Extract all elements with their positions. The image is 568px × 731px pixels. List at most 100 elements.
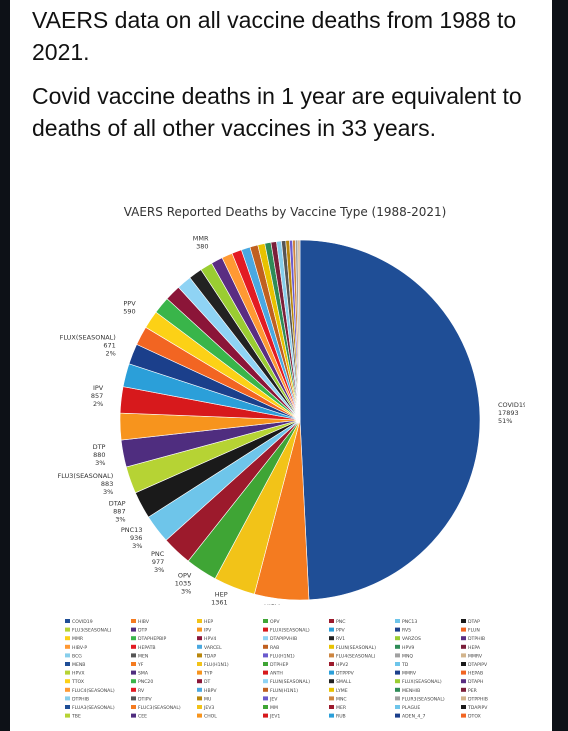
- legend-swatch: [461, 687, 466, 692]
- legend-swatch: [263, 644, 268, 649]
- legend-swatch: [395, 705, 400, 709]
- legend-label: DTP: [138, 628, 147, 634]
- legend-label: HPVX: [72, 671, 85, 677]
- legend-label: RAB: [270, 645, 279, 651]
- legend-swatch: [329, 713, 334, 718]
- legend-swatch: [197, 696, 202, 701]
- legend-label: FLU4(SEASONAL): [336, 653, 376, 659]
- legend-label: HBPV: [204, 688, 217, 694]
- legend-label: PNC: [336, 619, 345, 625]
- legend-swatch: [395, 627, 400, 632]
- legend-swatch: [329, 705, 334, 709]
- legend-swatch: [263, 653, 268, 658]
- legend-label: MM: [270, 705, 278, 711]
- pie-slice-covid19: [299, 239, 481, 601]
- legend-label: RV5: [402, 628, 411, 634]
- legend-label: VARZOS: [402, 636, 421, 642]
- legend-swatch: [131, 696, 136, 701]
- slice-label: FLUX(SEASONAL) 671 2%: [60, 333, 116, 357]
- right-gutter: [552, 0, 568, 731]
- legend-label: FLUC3(SEASONAL): [138, 705, 181, 711]
- slice-label: FLU3(SEASONAL) 883 3%: [57, 472, 113, 496]
- legend-swatch: [461, 696, 466, 701]
- legend-swatch: [131, 627, 136, 632]
- legend-swatch: [329, 662, 334, 666]
- legend-label: FLUX(SEASONAL): [402, 679, 442, 685]
- legend-label: RV: [138, 688, 145, 694]
- slice-label: PNC13 936 3%: [121, 526, 143, 550]
- legend-swatch: [395, 713, 400, 718]
- legend-swatch: [329, 687, 334, 692]
- legend-label: DTAPIPVHIB: [270, 636, 297, 642]
- legend-swatch: [197, 644, 202, 649]
- legend-swatch: [263, 670, 268, 675]
- legend-label: FLUC4(SEASONAL): [72, 688, 115, 694]
- legend-label: FLUA3(SEASONAL): [72, 705, 115, 711]
- legend-label: PPV: [336, 628, 346, 634]
- slice-label: MMR 380: [193, 234, 209, 250]
- legend-swatch: [197, 653, 202, 658]
- legend-label: FLUN(SEASONAL): [270, 679, 310, 685]
- post-line-1: VAERS data on all vaccine deaths from 19…: [32, 7, 517, 65]
- legend-label: OPV: [270, 619, 280, 625]
- legend-swatch: [263, 713, 268, 718]
- legend-label: FLUX(SEASONAL): [270, 628, 310, 634]
- legend-label: DT: [204, 679, 211, 685]
- legend-swatch: [329, 644, 334, 649]
- legend-swatch: [329, 627, 334, 632]
- legend-label: SMA: [138, 671, 149, 677]
- legend-label: ANTH: [270, 671, 283, 677]
- legend-swatch: [395, 644, 400, 649]
- legend-swatch: [329, 636, 334, 641]
- legend-swatch: [197, 687, 202, 692]
- legend-swatch: [263, 679, 268, 684]
- legend-label: TBE: [71, 714, 81, 720]
- legend-swatch: [65, 653, 70, 658]
- legend-label: HIBV-P: [72, 645, 87, 651]
- legend-label: MENB: [72, 662, 85, 668]
- legend-swatch: [395, 687, 400, 692]
- legend-swatch: [131, 662, 136, 666]
- legend-label: DTIPV: [138, 696, 152, 702]
- legend-swatch: [395, 670, 400, 675]
- legend-label: FLU(H1N1): [204, 662, 229, 668]
- legend-label: CEE: [138, 714, 147, 720]
- legend-label: FLUN(H1N1): [270, 688, 298, 694]
- legend-swatch: [131, 653, 136, 658]
- legend-label: DTPHIB: [72, 696, 89, 702]
- legend-label: MEN: [138, 653, 148, 659]
- legend-swatch: [263, 662, 268, 666]
- legend-label: MU: [204, 696, 211, 702]
- legend-swatch: [197, 627, 202, 632]
- slice-label: IPV 857 2%: [91, 384, 104, 408]
- legend-label: MENHIB: [402, 688, 420, 694]
- legend-swatch: [65, 670, 70, 675]
- legend-swatch: [131, 636, 136, 641]
- legend-swatch: [461, 619, 466, 623]
- legend-swatch: [263, 619, 268, 623]
- legend-label: SMALL: [336, 679, 352, 685]
- legend-label: CHOL: [204, 714, 217, 720]
- legend-label: PNC13: [402, 619, 417, 625]
- legend-swatch: [461, 670, 466, 675]
- legend-label: ADEN_4_7: [402, 714, 426, 720]
- legend-swatch: [131, 687, 136, 692]
- legend-label: RV1: [336, 636, 345, 642]
- slice-label: DTP 880 3%: [93, 443, 106, 467]
- legend-swatch: [329, 696, 334, 701]
- legend-swatch: [461, 705, 466, 709]
- legend-swatch: [329, 653, 334, 658]
- legend-label: TTOX: [71, 679, 84, 685]
- legend-label: BCG: [72, 653, 82, 659]
- legend-swatch: [263, 705, 268, 709]
- legend-swatch: [461, 662, 466, 666]
- left-gutter: [0, 0, 10, 731]
- legend-swatch: [329, 619, 334, 623]
- slice-label: PPV 590: [123, 300, 136, 316]
- legend-label: HEPA: [468, 645, 481, 651]
- legend-label: DTAP: [468, 619, 480, 625]
- legend-swatch: [65, 644, 70, 649]
- legend-label: JEV: [269, 696, 278, 702]
- legend-label: DTPHEP: [270, 662, 288, 668]
- legend-label: FLUN(SEASONAL): [336, 645, 376, 651]
